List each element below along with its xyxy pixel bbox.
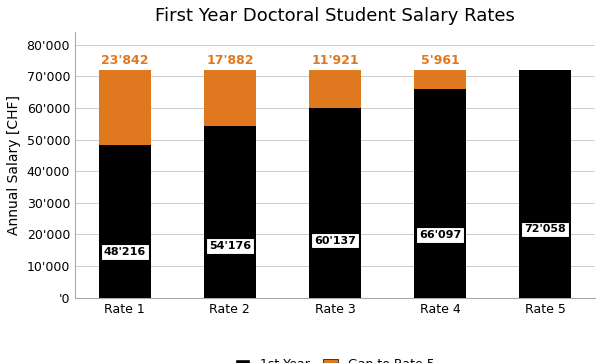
Text: 54'176: 54'176 — [209, 241, 251, 251]
Text: 23'842: 23'842 — [101, 54, 149, 67]
Y-axis label: Annual Salary [CHF]: Annual Salary [CHF] — [7, 95, 21, 235]
Bar — [99, 70, 151, 145]
Bar — [519, 70, 571, 298]
Bar — [309, 70, 361, 107]
Text: 66'097: 66'097 — [419, 230, 461, 240]
Text: 48'216: 48'216 — [104, 247, 146, 257]
Bar — [414, 89, 467, 298]
Legend: 1st Year, Gap to Rate 5: 1st Year, Gap to Rate 5 — [231, 354, 439, 363]
Text: 72'058: 72'058 — [524, 224, 566, 234]
Text: 17'882: 17'882 — [206, 54, 253, 67]
Text: 60'137: 60'137 — [314, 236, 356, 246]
Bar — [203, 70, 256, 126]
Bar — [309, 107, 361, 298]
Bar — [99, 145, 151, 298]
Bar — [203, 126, 256, 298]
Bar — [414, 70, 467, 89]
Text: 11'921: 11'921 — [311, 54, 359, 67]
Text: 5'961: 5'961 — [421, 54, 459, 67]
Title: First Year Doctoral Student Salary Rates: First Year Doctoral Student Salary Rates — [155, 7, 515, 25]
